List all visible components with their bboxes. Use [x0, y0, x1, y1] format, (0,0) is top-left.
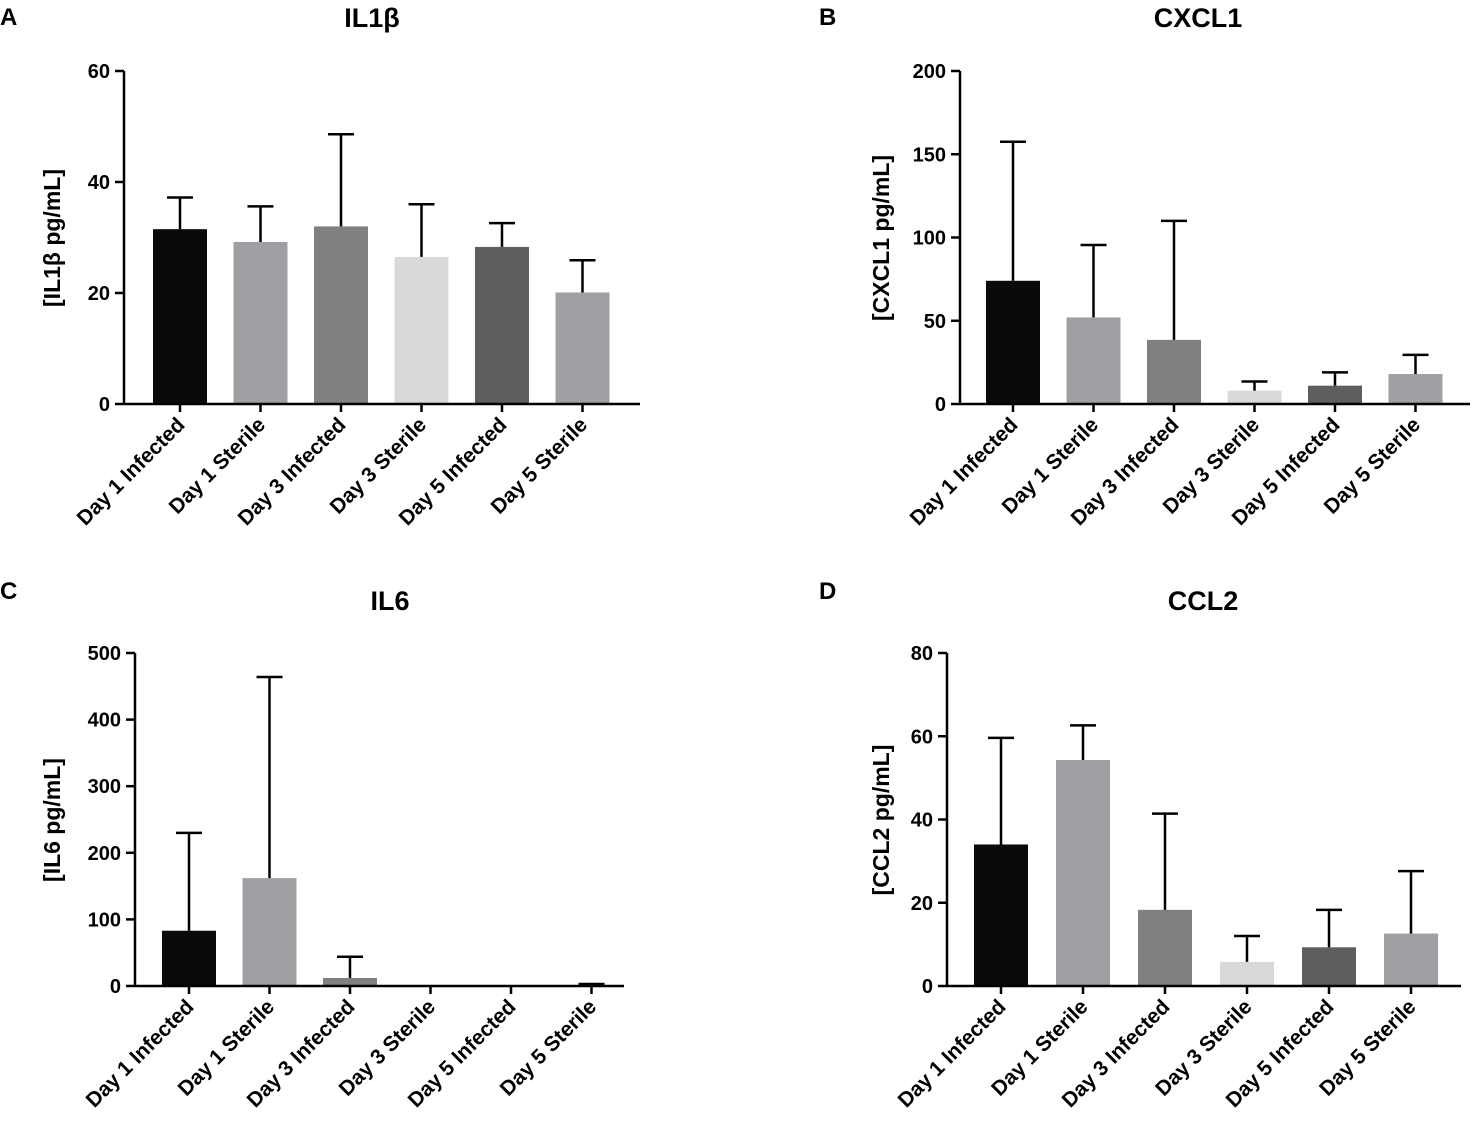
- y-tick-label-d-80: 80: [911, 643, 933, 665]
- y-tick-label-c-400: 400: [88, 710, 121, 732]
- bar-b-day-3-sterile: [1227, 390, 1282, 404]
- y-tick-label-b-100: 100: [913, 228, 946, 250]
- bar-a-day-3-infected: [314, 226, 368, 404]
- panel-letter-a: A: [0, 4, 17, 31]
- bar-c-day-3-infected: [323, 978, 377, 986]
- bar-b-day-1-sterile: [1066, 317, 1121, 404]
- y-tick-label-a-60: 60: [88, 61, 110, 83]
- bar-d-day-5-sterile: [1384, 933, 1438, 986]
- panel-b: B CXCL1 [CXCL1 pg/mL] Day 1 InfectedDay …: [819, 3, 1470, 530]
- bar-b-day-3-infected: [1147, 339, 1201, 404]
- bar-d-day-3-infected: [1138, 909, 1192, 986]
- bar-b-day-5-sterile: [1388, 374, 1443, 404]
- panel-title-d: CCL2: [1168, 586, 1239, 616]
- panel-letter-b: B: [819, 4, 836, 31]
- x-tick-label-a-day-1-infected: Day 1 Infected: [73, 413, 190, 530]
- y-tick-label-d-40: 40: [911, 810, 933, 832]
- bar-d-day-3-sterile: [1220, 961, 1274, 986]
- bar-d-day-5-infected: [1302, 947, 1356, 986]
- y-axis-label-d: [CCL2 pg/mL]: [868, 745, 894, 896]
- x-tick-label-d-day-1-infected: Day 1 Infected: [894, 995, 1011, 1112]
- y-tick-label-c-0: 0: [110, 976, 121, 998]
- bar-a-day-5-infected: [475, 246, 529, 404]
- y-tick-label-b-150: 150: [913, 144, 946, 166]
- y-tick-label-a-40: 40: [88, 172, 110, 194]
- bar-c-day-1-infected: [162, 930, 216, 986]
- bar-a-day-5-sterile: [555, 292, 610, 404]
- bar-a-day-1-infected: [153, 229, 207, 404]
- y-tick-label-b-0: 0: [935, 394, 946, 416]
- y-tick-label-a-20: 20: [88, 283, 110, 305]
- bar-d-day-1-infected: [974, 844, 1028, 986]
- x-tick-label-c-day-1-infected: Day 1 Infected: [82, 995, 199, 1112]
- x-tick-label-b-day-1-infected: Day 1 Infected: [906, 413, 1023, 530]
- panel-letter-c: C: [0, 578, 17, 605]
- y-tick-label-c-100: 100: [88, 909, 121, 931]
- bar-d-day-1-sterile: [1056, 759, 1110, 986]
- y-axis-label-c: [IL6 pg/mL]: [39, 758, 65, 882]
- y-tick-label-a-0: 0: [99, 394, 110, 416]
- y-tick-label-d-0: 0: [922, 976, 933, 998]
- panel-letter-d: D: [819, 578, 836, 605]
- y-axis-label-a: [IL1β pg/mL]: [39, 169, 65, 307]
- y-tick-label-b-200: 200: [913, 61, 946, 83]
- y-tick-label-d-20: 20: [911, 893, 933, 915]
- bar-b-day-1-infected: [986, 280, 1040, 404]
- panel-title-c: IL6: [370, 586, 409, 616]
- bar-b-day-5-infected: [1308, 385, 1362, 404]
- bar-a-day-3-sterile: [394, 256, 449, 404]
- panel-title-a: IL1β: [344, 3, 400, 33]
- y-tick-label-b-50: 50: [924, 311, 946, 333]
- bar-a-day-1-sterile: [233, 241, 288, 404]
- y-axis-label-b: [CXCL1 pg/mL]: [868, 155, 894, 321]
- panel-title-b: CXCL1: [1154, 3, 1243, 33]
- y-tick-label-c-200: 200: [88, 843, 121, 865]
- y-tick-label-d-60: 60: [911, 726, 933, 748]
- y-tick-label-c-500: 500: [88, 643, 121, 665]
- bar-c-day-1-sterile: [242, 878, 297, 986]
- y-tick-label-c-300: 300: [88, 776, 121, 798]
